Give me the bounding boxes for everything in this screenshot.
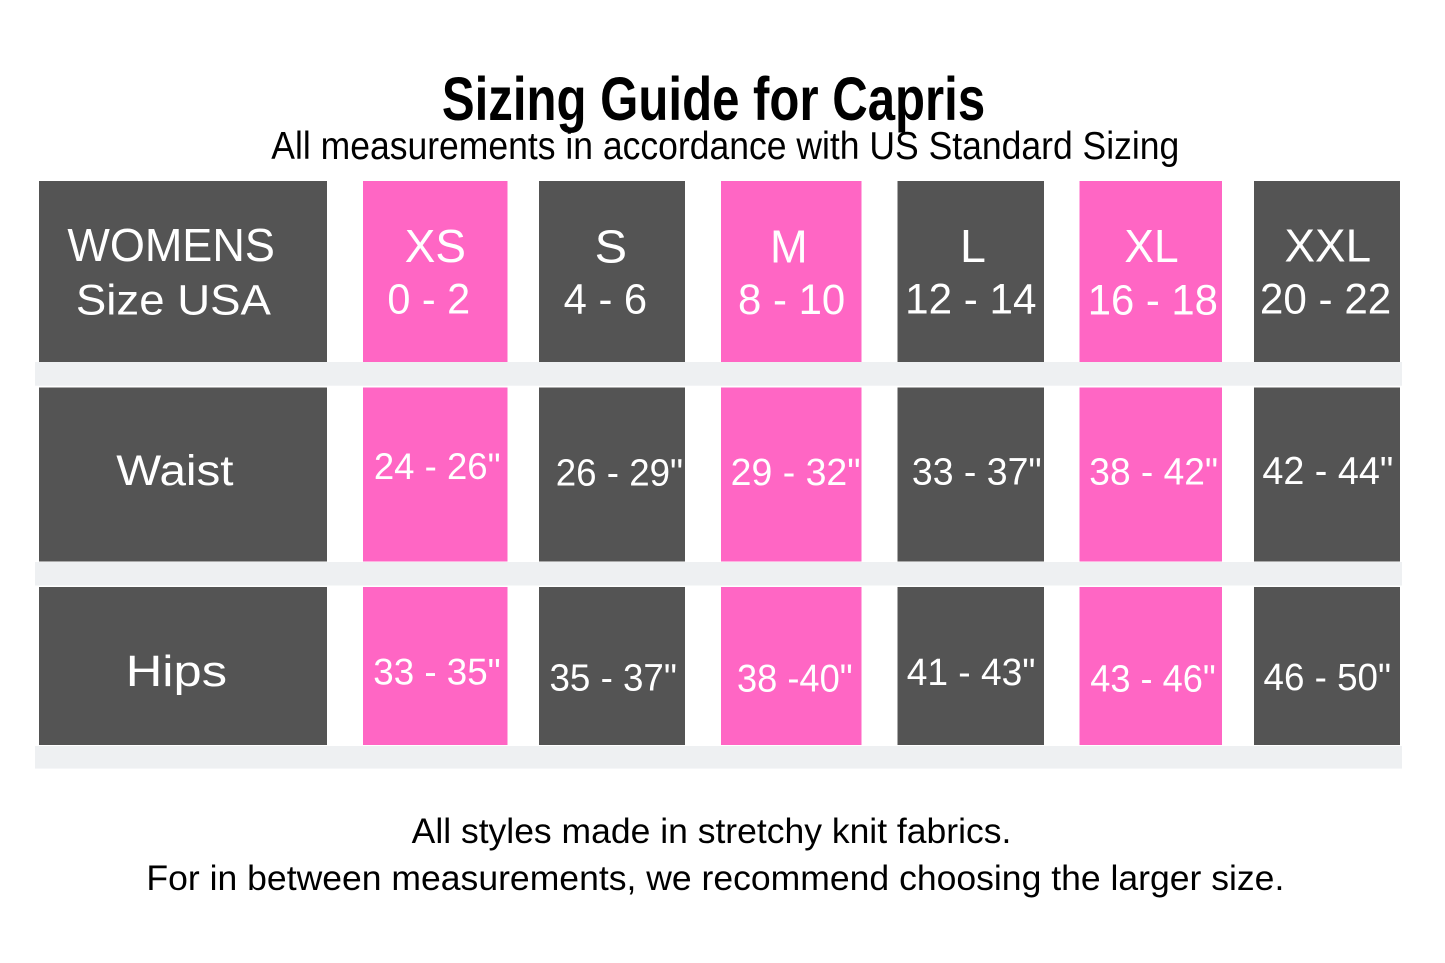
svg-text:33 - 37": 33 - 37" [912, 450, 1042, 493]
svg-text:26 - 29": 26 - 29" [556, 452, 683, 494]
svg-text:Sizing Guide for Capris: Sizing Guide for Capris [442, 65, 985, 134]
svg-text:S: S [595, 221, 627, 273]
svg-text:42 - 44": 42 - 44" [1262, 450, 1393, 493]
svg-text:For in between measurements, w: For in between measurements, we recommen… [146, 858, 1284, 898]
svg-text:41 - 43": 41 - 43" [907, 651, 1036, 694]
svg-text:46 - 50": 46 - 50" [1264, 657, 1392, 699]
svg-text:43 - 46": 43 - 46" [1090, 658, 1215, 701]
svg-text:33 - 35": 33 - 35" [373, 651, 500, 693]
svg-text:0 - 2: 0 - 2 [387, 275, 470, 323]
svg-text:M: M [770, 220, 808, 273]
svg-text:L: L [960, 220, 986, 272]
svg-text:35 - 37": 35 - 37" [550, 656, 677, 699]
svg-text:8 - 10: 8 - 10 [738, 276, 845, 324]
svg-text:All measurements in accordance: All measurements in accordance with US S… [271, 125, 1179, 168]
svg-text:XL: XL [1124, 220, 1178, 272]
svg-text:All styles made in stretchy kn: All styles made in stretchy knit fabrics… [412, 811, 1012, 851]
svg-text:16 - 18: 16 - 18 [1088, 276, 1218, 324]
svg-text:12 - 14: 12 - 14 [905, 275, 1036, 323]
svg-text:38 -40": 38 -40" [737, 658, 853, 701]
svg-text:Size USA: Size USA [76, 276, 271, 324]
svg-text:29 - 32": 29 - 32" [731, 452, 861, 494]
svg-text:24 - 26": 24 - 26" [374, 446, 501, 487]
svg-text:WOMENS: WOMENS [67, 219, 275, 271]
svg-text:38 - 42": 38 - 42" [1089, 450, 1218, 493]
svg-text:20 - 22: 20 - 22 [1260, 275, 1391, 323]
svg-text:XXL: XXL [1285, 220, 1372, 272]
svg-text:4 - 6: 4 - 6 [564, 275, 648, 323]
svg-text:Waist: Waist [116, 447, 233, 495]
svg-text:Hips: Hips [126, 648, 227, 696]
svg-text:XS: XS [405, 220, 466, 272]
